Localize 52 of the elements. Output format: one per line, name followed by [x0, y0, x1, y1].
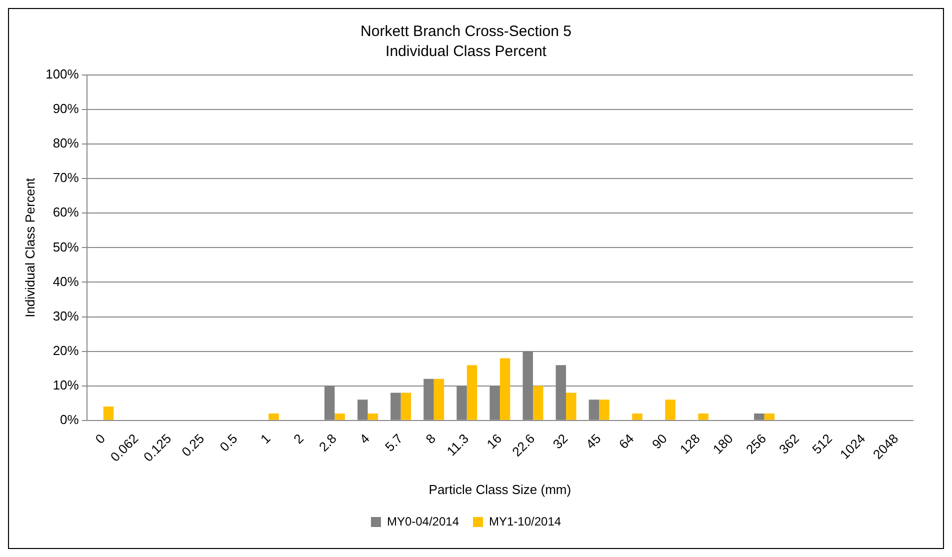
x-tick-label: 5.7 [382, 430, 406, 454]
y-tick-label: 80% [52, 136, 80, 151]
x-tick-label: 1 [258, 430, 274, 447]
bar [268, 413, 279, 420]
y-tick-label: 60% [52, 204, 80, 220]
legend-label: MY1-10/2014 [489, 514, 562, 528]
y-tick-label: 100% [46, 66, 80, 82]
x-tick-label: 2 [290, 430, 306, 447]
y-tick-label: 70% [52, 170, 80, 186]
bar [466, 365, 478, 420]
x-tick-label: 0 [92, 430, 108, 447]
bar [532, 386, 544, 420]
x-tick-label: 180 [710, 430, 736, 457]
bar [698, 413, 708, 420]
y-tick-label: 50% [52, 239, 80, 254]
chart-subtitle: Individual Class Percent [386, 43, 548, 60]
x-tick-label: 11.3 [444, 430, 472, 459]
bar [103, 406, 114, 420]
y-tick-label: 90% [52, 101, 80, 116]
x-tick-label: 512 [809, 430, 836, 457]
x-tick-label: 362 [776, 430, 802, 457]
x-tick-label: 128 [676, 430, 703, 457]
y-tick-label: 40% [52, 274, 80, 289]
x-tick-label: 16 [484, 430, 505, 452]
bar [368, 413, 378, 420]
x-tick-label: 4 [356, 430, 372, 447]
bar [764, 413, 775, 420]
bar [599, 400, 610, 420]
x-axis-title: Particle Class Size (mm) [428, 482, 572, 497]
y-axis-title: Individual Class Percent [22, 178, 38, 318]
bar [632, 413, 642, 420]
y-tick-label: 0% [60, 412, 80, 427]
bar [334, 413, 345, 420]
bar [566, 392, 576, 420]
x-tick-label: 0.25 [178, 430, 208, 460]
y-tick-label: 20% [52, 342, 80, 358]
y-tick-label: 30% [52, 308, 80, 324]
y-tick-label: 10% [52, 377, 80, 392]
x-tick-label: 64 [616, 430, 637, 452]
x-tick-label: 0.5 [216, 430, 240, 454]
x-tick-label: 2.8 [316, 430, 340, 454]
bar [434, 378, 444, 420]
bar [500, 358, 510, 420]
bar [665, 400, 676, 420]
x-tick-label: 8 [422, 430, 438, 447]
bar [400, 392, 412, 420]
x-tick-label: 90 [648, 430, 670, 452]
legend-label: MY0-04/2014 [386, 514, 460, 528]
x-tick-label: 45 [582, 430, 604, 452]
chart-title: Norkett Branch Cross-Section 5 [360, 23, 572, 40]
x-tick-label: 256 [742, 430, 769, 457]
x-tick-label: 32 [550, 430, 571, 452]
